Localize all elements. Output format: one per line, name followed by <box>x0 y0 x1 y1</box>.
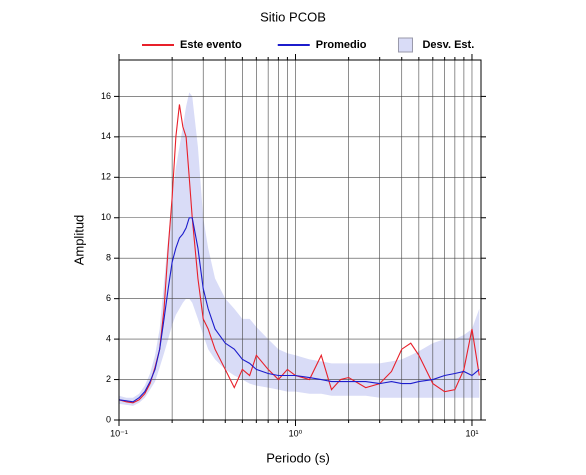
std-band <box>119 92 480 406</box>
legend-label: Desv. Est. <box>422 39 474 51</box>
axes: 0 2 4 6 8 10 12 14 16 10⁻¹ 10⁰ 10¹ <box>101 54 486 438</box>
y-tick-label: 4 <box>106 333 111 343</box>
plot-frame <box>118 59 482 421</box>
x-axis-label: Periodo (s) <box>266 450 330 465</box>
legend: Este evento Promedio Desv. Est. <box>142 37 474 53</box>
x-tick-label: 10¹ <box>465 428 478 438</box>
y-tick-label: 16 <box>101 91 111 101</box>
x-tick-label: 10⁰ <box>289 428 303 438</box>
y-tick-label: 0 <box>106 414 111 424</box>
y-tick-label: 10 <box>101 212 111 222</box>
y-tick-label: 8 <box>106 253 111 263</box>
series-line <box>119 104 480 404</box>
legend-label: Este evento <box>180 39 242 51</box>
y-tick-label: 12 <box>101 172 111 182</box>
y-tick-label: 14 <box>101 131 111 141</box>
y-tick-label: 2 <box>106 374 111 384</box>
y-axis-label: Amplitud <box>71 215 86 266</box>
y-tick-label: 6 <box>106 293 111 303</box>
legend-swatch <box>397 37 413 53</box>
chart-title: Sitio PCOB <box>260 9 326 24</box>
x-tick-label: 10⁻¹ <box>110 428 128 438</box>
legend-label: Promedio <box>316 39 367 51</box>
series-line <box>119 217 480 403</box>
plot-area <box>119 60 481 420</box>
